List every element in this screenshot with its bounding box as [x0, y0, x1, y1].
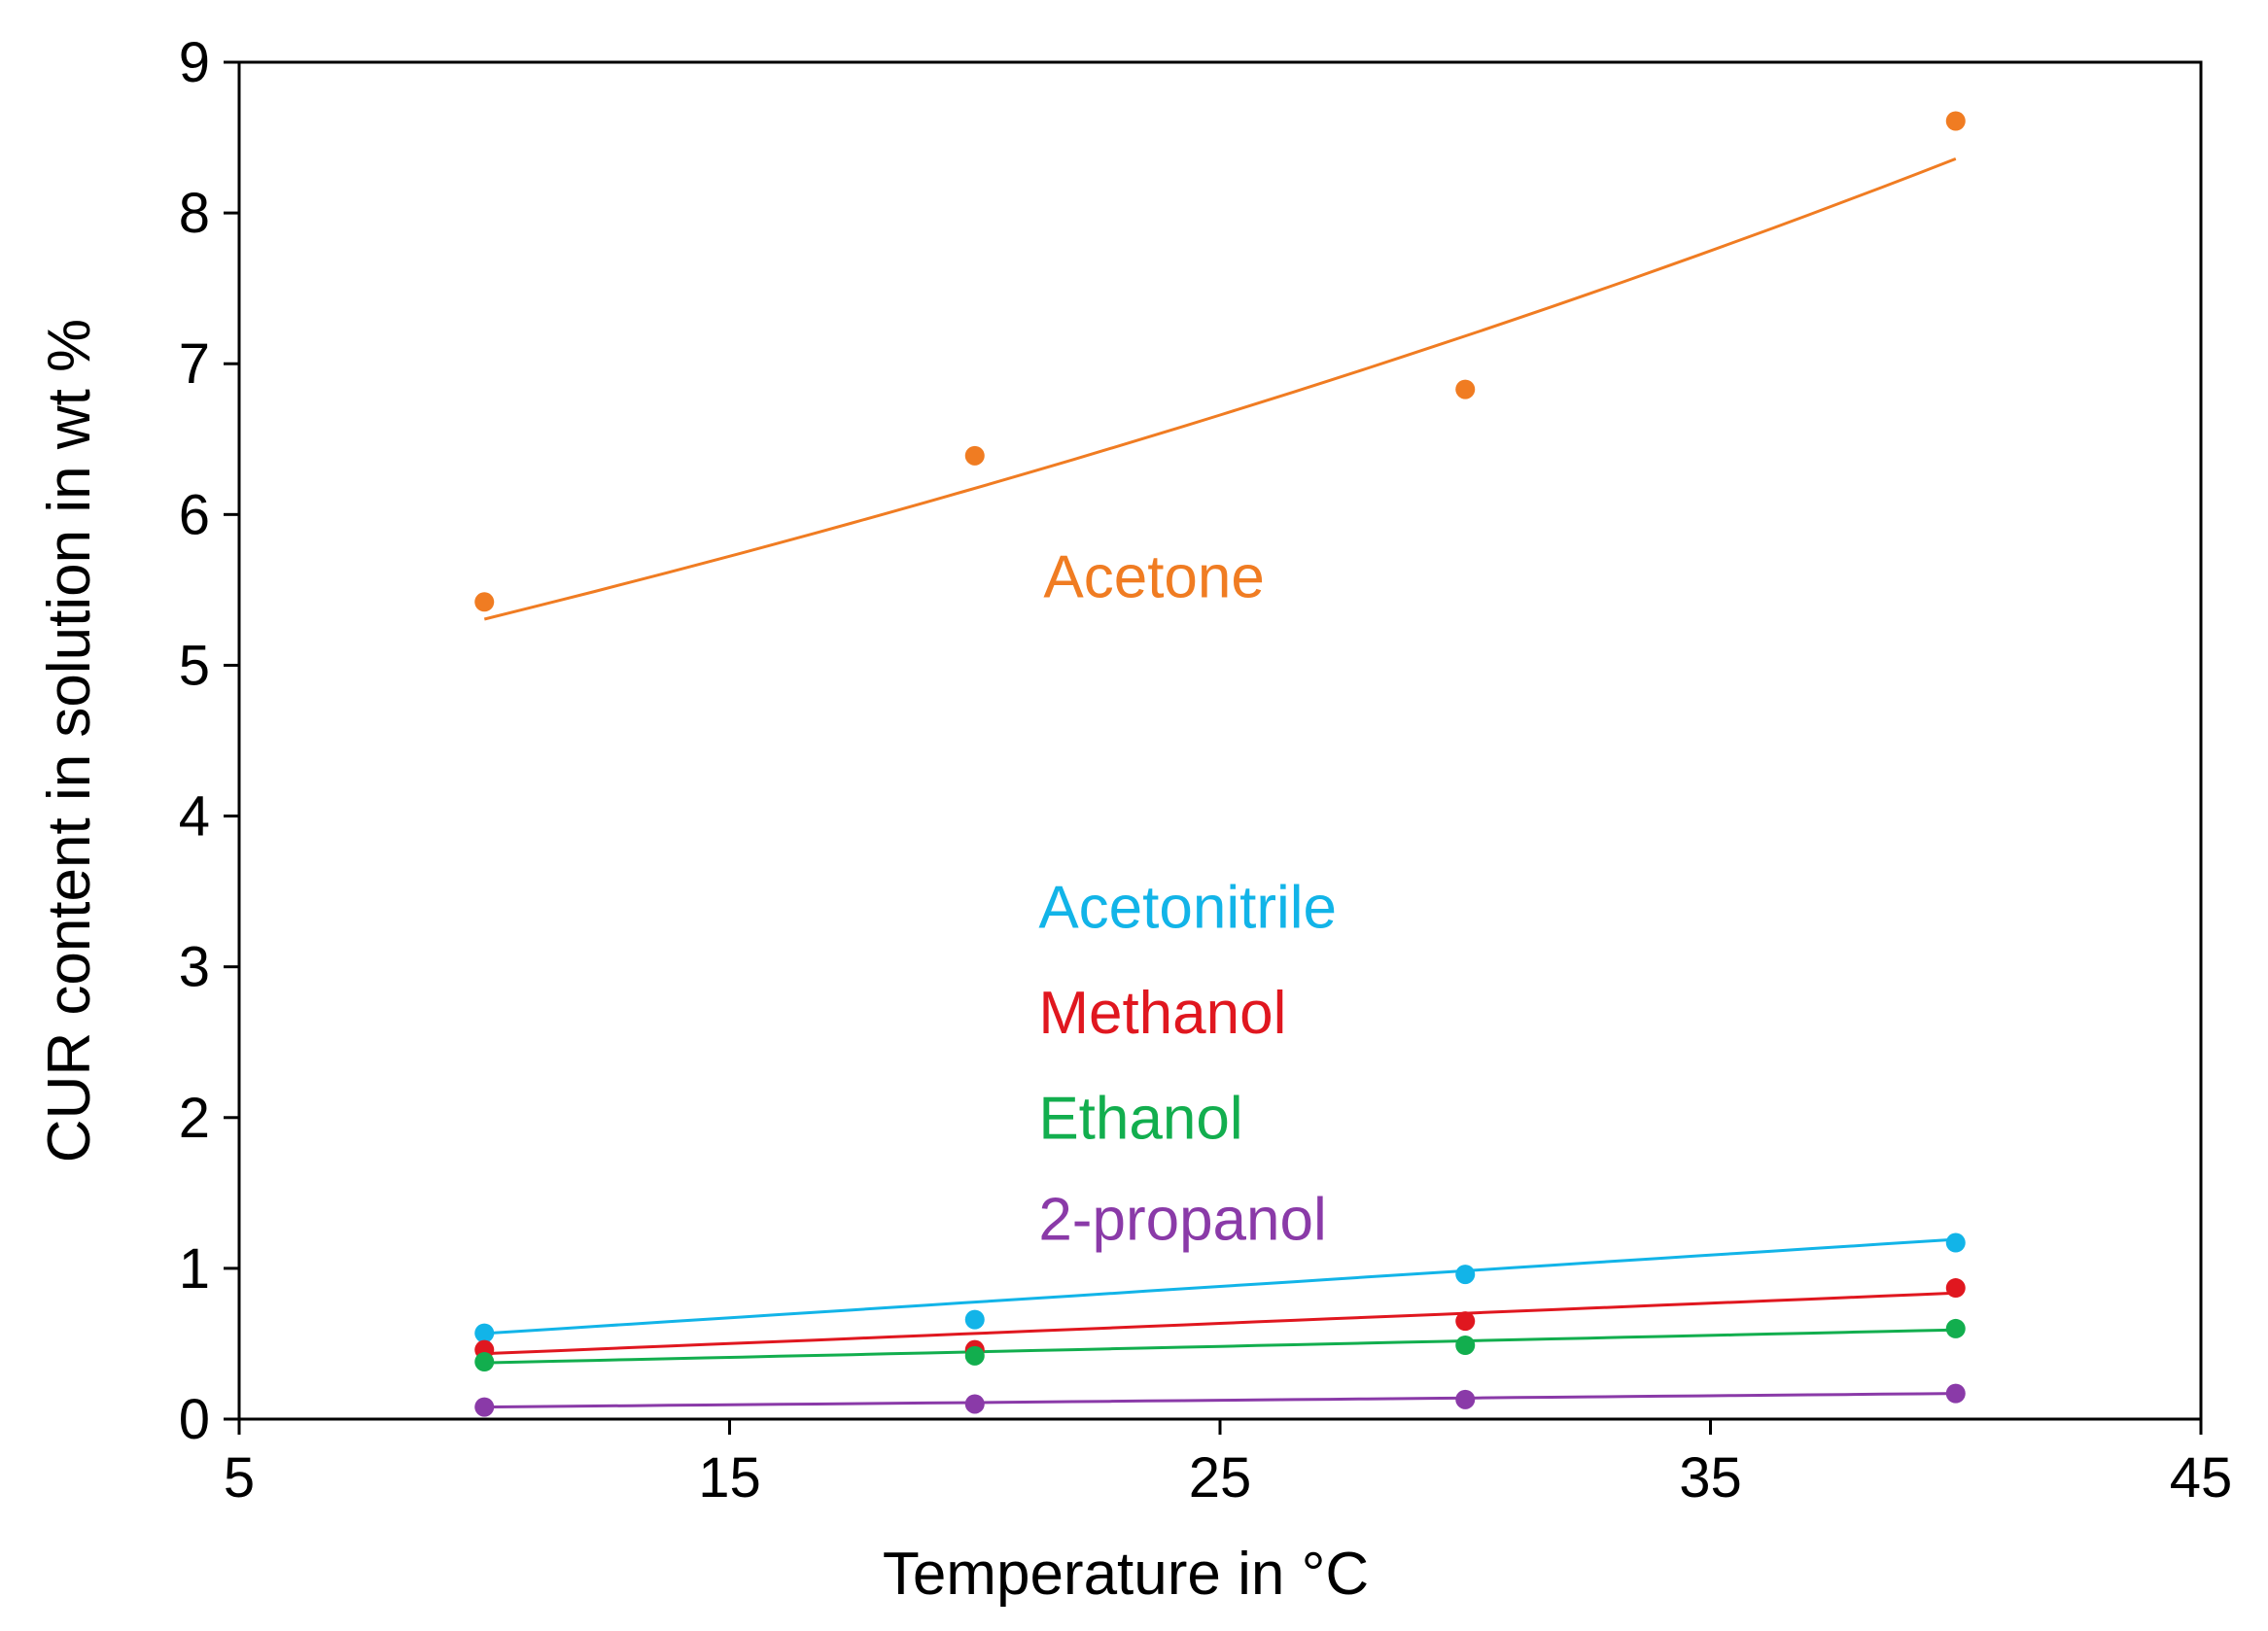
- data-point-acetone: [474, 592, 495, 612]
- y-tick-label: 5: [179, 634, 210, 697]
- fit-line-acetonitrile: [484, 1237, 1956, 1336]
- x-tick-label: 5: [224, 1446, 255, 1510]
- data-point-2-propanol: [1945, 1383, 1966, 1404]
- fit-lines: [483, 157, 1957, 1409]
- data-point-methanol: [1945, 1278, 1966, 1299]
- y-tick-label: 8: [179, 182, 210, 245]
- y-tick-label: 4: [179, 785, 210, 849]
- x-axis-title: Temperature in °C: [883, 1541, 1369, 1608]
- data-point-2-propanol: [474, 1397, 495, 1417]
- data-point-acetone: [964, 445, 985, 466]
- series-label-acetone: Acetone: [1043, 544, 1265, 611]
- data-point-acetonitrile: [474, 1323, 495, 1343]
- data-point-acetone: [1455, 379, 1476, 399]
- data-point-acetonitrile: [1455, 1265, 1476, 1285]
- data-point-2-propanol: [1455, 1389, 1476, 1409]
- y-axis-title: CUR content in solution in wt %: [36, 319, 103, 1163]
- fit-line-acetone: [483, 157, 1957, 621]
- y-tick-label: 6: [179, 483, 210, 546]
- y-tick-label: 2: [179, 1087, 210, 1150]
- y-tick-label: 7: [179, 332, 210, 396]
- data-point-ethanol: [1455, 1335, 1476, 1355]
- y-tick-label: 9: [179, 31, 210, 94]
- series-label-methanol: Methanol: [1038, 980, 1286, 1047]
- fit-line-ethanol: [484, 1328, 1956, 1365]
- data-point-acetonitrile: [1945, 1232, 1966, 1253]
- x-tick-label: 15: [698, 1446, 761, 1510]
- data-point-methanol: [1455, 1311, 1476, 1332]
- data-point-acetonitrile: [964, 1309, 985, 1330]
- data-point-ethanol: [1945, 1318, 1966, 1338]
- fit-line-methanol: [484, 1291, 1956, 1356]
- series-label-ethanol: Ethanol: [1038, 1085, 1242, 1152]
- y-tick-label: 0: [179, 1388, 210, 1451]
- data-point-acetone: [1945, 111, 1966, 131]
- fit-line-2-propanol: [484, 1392, 1956, 1409]
- y-tick-label: 3: [179, 936, 210, 999]
- data-point-ethanol: [474, 1352, 495, 1372]
- data-point-2-propanol: [964, 1394, 985, 1414]
- x-tick-label: 45: [2170, 1446, 2233, 1510]
- data-points: [474, 111, 1966, 1417]
- x-tick-label: 35: [1679, 1446, 1742, 1510]
- x-tick-label: 25: [1189, 1446, 1252, 1510]
- y-tick-label: 1: [179, 1237, 210, 1301]
- series-label-acetonitrile: Acetonitrile: [1038, 874, 1337, 941]
- y-axis: 0 1 2 3 4 5 6 7 8 9: [179, 31, 239, 1451]
- series-labels: Acetone Acetonitrile Methanol Ethanol 2-prop…: [1038, 544, 1337, 1254]
- data-point-ethanol: [964, 1345, 985, 1366]
- x-axis: 5 15 25 35 45: [224, 1419, 2232, 1510]
- series-label-2-propanol: 2-propanol: [1038, 1186, 1326, 1253]
